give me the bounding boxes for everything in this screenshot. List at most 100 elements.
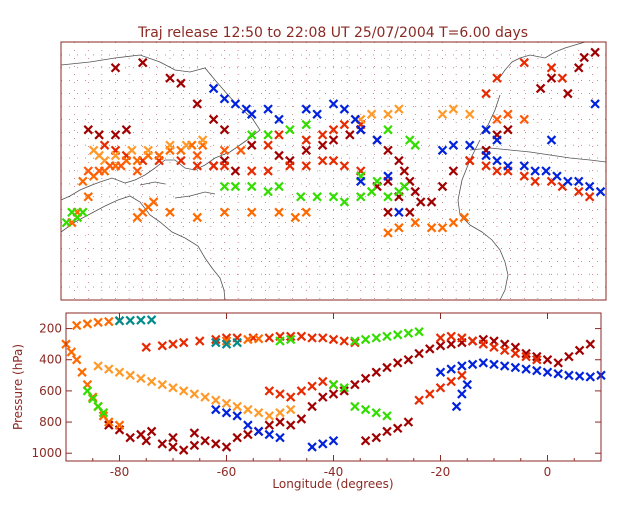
pressure-point [168, 383, 178, 393]
map-point [94, 166, 104, 176]
pressure-point [350, 379, 360, 390]
pressure-point [489, 336, 499, 346]
map-point [192, 150, 203, 161]
pressure-point [275, 336, 285, 346]
pressure-point [532, 365, 542, 376]
pressure-point [435, 383, 446, 393]
map-point [143, 145, 153, 156]
map-point [274, 130, 284, 140]
map-point [492, 114, 502, 125]
map-point [355, 192, 366, 202]
pressure-point [264, 420, 275, 430]
map-point [230, 166, 241, 176]
pressure-point [296, 331, 307, 342]
pressure-point [104, 364, 114, 374]
map-point [274, 114, 284, 125]
pressure-point [93, 317, 103, 328]
map-point [312, 192, 322, 202]
pressure-point [232, 432, 242, 443]
map-point [519, 161, 530, 171]
map-point [165, 73, 175, 83]
pressure-point [414, 326, 424, 337]
map-point [579, 52, 589, 63]
pressure-point [296, 414, 307, 424]
pressure-point [264, 429, 275, 440]
pressure-point [200, 392, 210, 402]
map-point [328, 99, 339, 109]
map-point [246, 130, 257, 140]
map-point [263, 130, 273, 140]
map-point [83, 124, 94, 135]
map-point [481, 124, 491, 135]
map-point [481, 88, 491, 99]
pressure-point [221, 407, 232, 418]
pressure-point [371, 432, 382, 443]
map-point [301, 135, 312, 145]
map-point [410, 186, 421, 197]
map-point [541, 166, 551, 176]
pressure-point [585, 339, 596, 349]
pressure-point [211, 404, 221, 415]
pressure-point [87, 393, 98, 404]
map-point [121, 124, 132, 135]
pressure-point [382, 331, 392, 342]
y-axis-label: Pressure (hPa) [11, 344, 25, 430]
map-point [459, 212, 470, 223]
pressure-point [425, 389, 435, 399]
map-point [219, 94, 230, 104]
map-point [448, 217, 459, 228]
pressure-point [264, 333, 275, 343]
pressure-trajectory-points [61, 315, 606, 455]
pressure-point [403, 328, 414, 339]
map-point [246, 166, 257, 176]
map-point [192, 212, 203, 223]
map-point [192, 99, 203, 109]
pressure-axis-ticks: -80 -60 -40 -20 0 200 400 600 800 1000 [31, 313, 602, 479]
map-point [105, 161, 115, 171]
map-point [563, 176, 573, 187]
map-point [503, 109, 513, 119]
pressure-point [275, 432, 285, 443]
pressure-point [467, 336, 478, 346]
map-point [383, 171, 393, 181]
pressure-point [457, 361, 467, 371]
y-tick-label: 800 [39, 415, 62, 429]
y-tick-label: 200 [39, 322, 62, 336]
y-tick-label: 1000 [31, 446, 62, 460]
map-point [110, 130, 121, 140]
map-point [236, 145, 246, 156]
pressure-point [136, 315, 146, 325]
map-point [94, 130, 104, 140]
pressure-point [339, 383, 349, 393]
map-point [301, 119, 312, 130]
map-point [519, 57, 530, 68]
map-point [437, 181, 448, 192]
pressure-point [457, 333, 467, 343]
map-point [132, 155, 143, 166]
pressure-point [211, 337, 221, 348]
map-point [383, 192, 393, 202]
pressure-point [136, 373, 146, 384]
map-point [246, 181, 257, 192]
x-tick-label: -20 [431, 465, 451, 479]
pressure-point [66, 347, 77, 357]
pressure-point [451, 401, 462, 412]
pressure-point [360, 435, 371, 446]
map-frame [60, 41, 607, 301]
pressure-point [243, 429, 253, 440]
map-point [137, 57, 148, 68]
pressure-plot-area [66, 313, 601, 461]
map-point [519, 171, 530, 181]
map-point [399, 166, 410, 176]
pressure-point [564, 351, 574, 362]
pressure-point [564, 370, 574, 381]
pressure-point [521, 364, 531, 374]
map-point [301, 207, 312, 218]
pressure-point [93, 361, 103, 371]
pressure-point [350, 401, 360, 412]
figure-title: Traj release 12:50 to 22:08 UT 25/07/200… [137, 25, 528, 41]
pressure-point [275, 417, 285, 427]
pressure-point [104, 417, 114, 427]
pressure-point [446, 331, 456, 342]
